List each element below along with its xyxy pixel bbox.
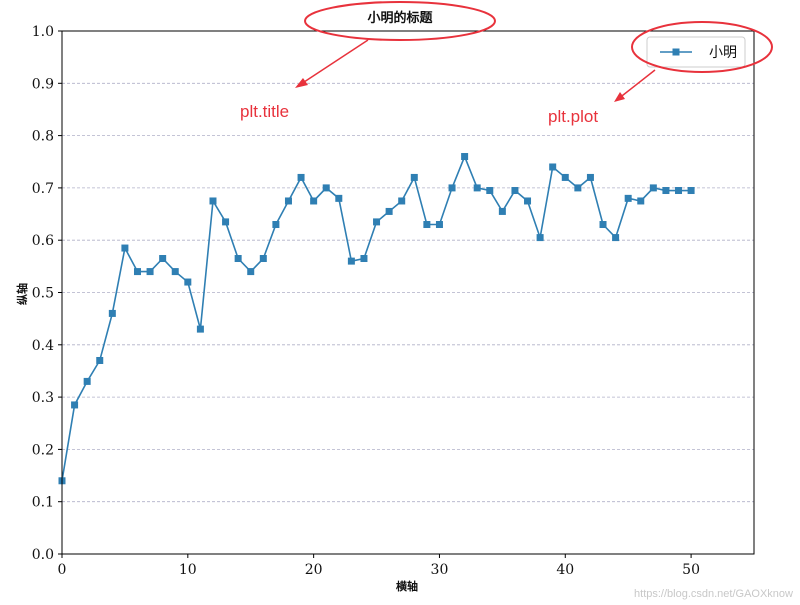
x-tick-label: 20 [305,562,323,578]
x-tick-label: 10 [179,562,197,578]
legend-box [646,36,746,68]
annotations: plt.title plt.plot [240,1,773,126]
x-tick-label: 40 [556,562,574,578]
data-point [96,356,104,364]
x-axis-label: 横轴 [396,579,418,593]
data-point [159,255,167,263]
legend-highlight-ellipse [631,21,773,73]
data-point [322,184,330,192]
y-tick-label: 0.1 [32,495,54,511]
data-point [234,255,242,263]
data-point [574,184,582,192]
data-point [687,187,695,195]
x-axis-ticks: 0 10 20 30 40 50 [58,554,700,578]
title-arrow [297,39,369,87]
data-point [360,255,368,263]
data-point [335,194,343,202]
data-point [108,309,116,317]
y-axis-label: 纵轴 [15,283,29,305]
plot-arrowhead [614,92,625,102]
watermark: https://blog.csdn.net/GAOXknow [634,588,793,600]
data-point [310,197,318,205]
y-tick-label: 0.6 [32,233,54,249]
data-point [133,268,141,276]
data-point [222,218,230,226]
plot-arrow [617,69,656,100]
y-tick-label: 1.0 [32,24,54,40]
chart-title: 小明的标题 [367,10,433,26]
data-point [121,244,129,252]
data-point [171,268,179,276]
y-tick-label: 0.9 [32,76,54,92]
legend-marker [672,48,680,56]
data-point [586,173,594,181]
data-point [83,377,91,385]
y-tick-label: 0.3 [32,390,54,406]
data-point [649,184,657,192]
data-point [461,153,469,161]
legend-label: 小明 [709,45,737,61]
data-point [624,194,632,202]
data-point [209,197,217,205]
data-point [612,234,620,242]
data-point [448,184,456,192]
data-point [398,197,406,205]
x-tick-label: 30 [431,562,449,578]
data-point [662,187,670,195]
data-point [373,218,381,226]
data-point [347,257,355,265]
data-point [498,207,506,215]
data-point [599,221,607,229]
title-annotation: plt.title [240,102,289,121]
data-point [410,173,418,181]
y-tick-label: 0.4 [32,338,54,354]
data-point [675,187,683,195]
y-tick-label: 0.5 [32,286,54,302]
data-point [536,234,544,242]
series-line [61,154,692,481]
plot-annotation: plt.plot [548,107,598,126]
data-point [71,401,79,409]
y-tick-label: 0.0 [32,547,54,563]
data-point [473,184,481,192]
series-layer [58,153,695,485]
data-point [146,268,154,276]
data-point [561,173,569,181]
title-highlight-ellipse [304,1,496,41]
data-point [486,187,494,195]
grid [62,82,754,503]
y-axis-ticks: 0.0 0.1 0.2 0.3 0.4 0.5 0.6 0.7 0.8 0.9 1.0 [32,24,62,563]
y-tick-label: 0.2 [32,442,54,458]
data-point [549,163,557,171]
data-point [297,173,305,181]
data-point [385,207,393,215]
legend: 小明 [646,36,746,68]
data-point [524,197,532,205]
data-point [423,221,431,229]
data-point [247,268,255,276]
data-point [196,325,204,333]
data-point [511,187,519,195]
x-tick-label: 50 [682,562,700,578]
x-tick-label: 0 [58,562,67,578]
data-point [284,197,292,205]
data-point [184,278,192,286]
data-point [272,221,280,229]
y-tick-label: 0.7 [32,181,54,197]
data-point [259,255,267,263]
title-arrowhead [295,78,308,88]
data-point [435,221,443,229]
data-point [637,197,645,205]
y-tick-label: 0.8 [32,129,54,145]
